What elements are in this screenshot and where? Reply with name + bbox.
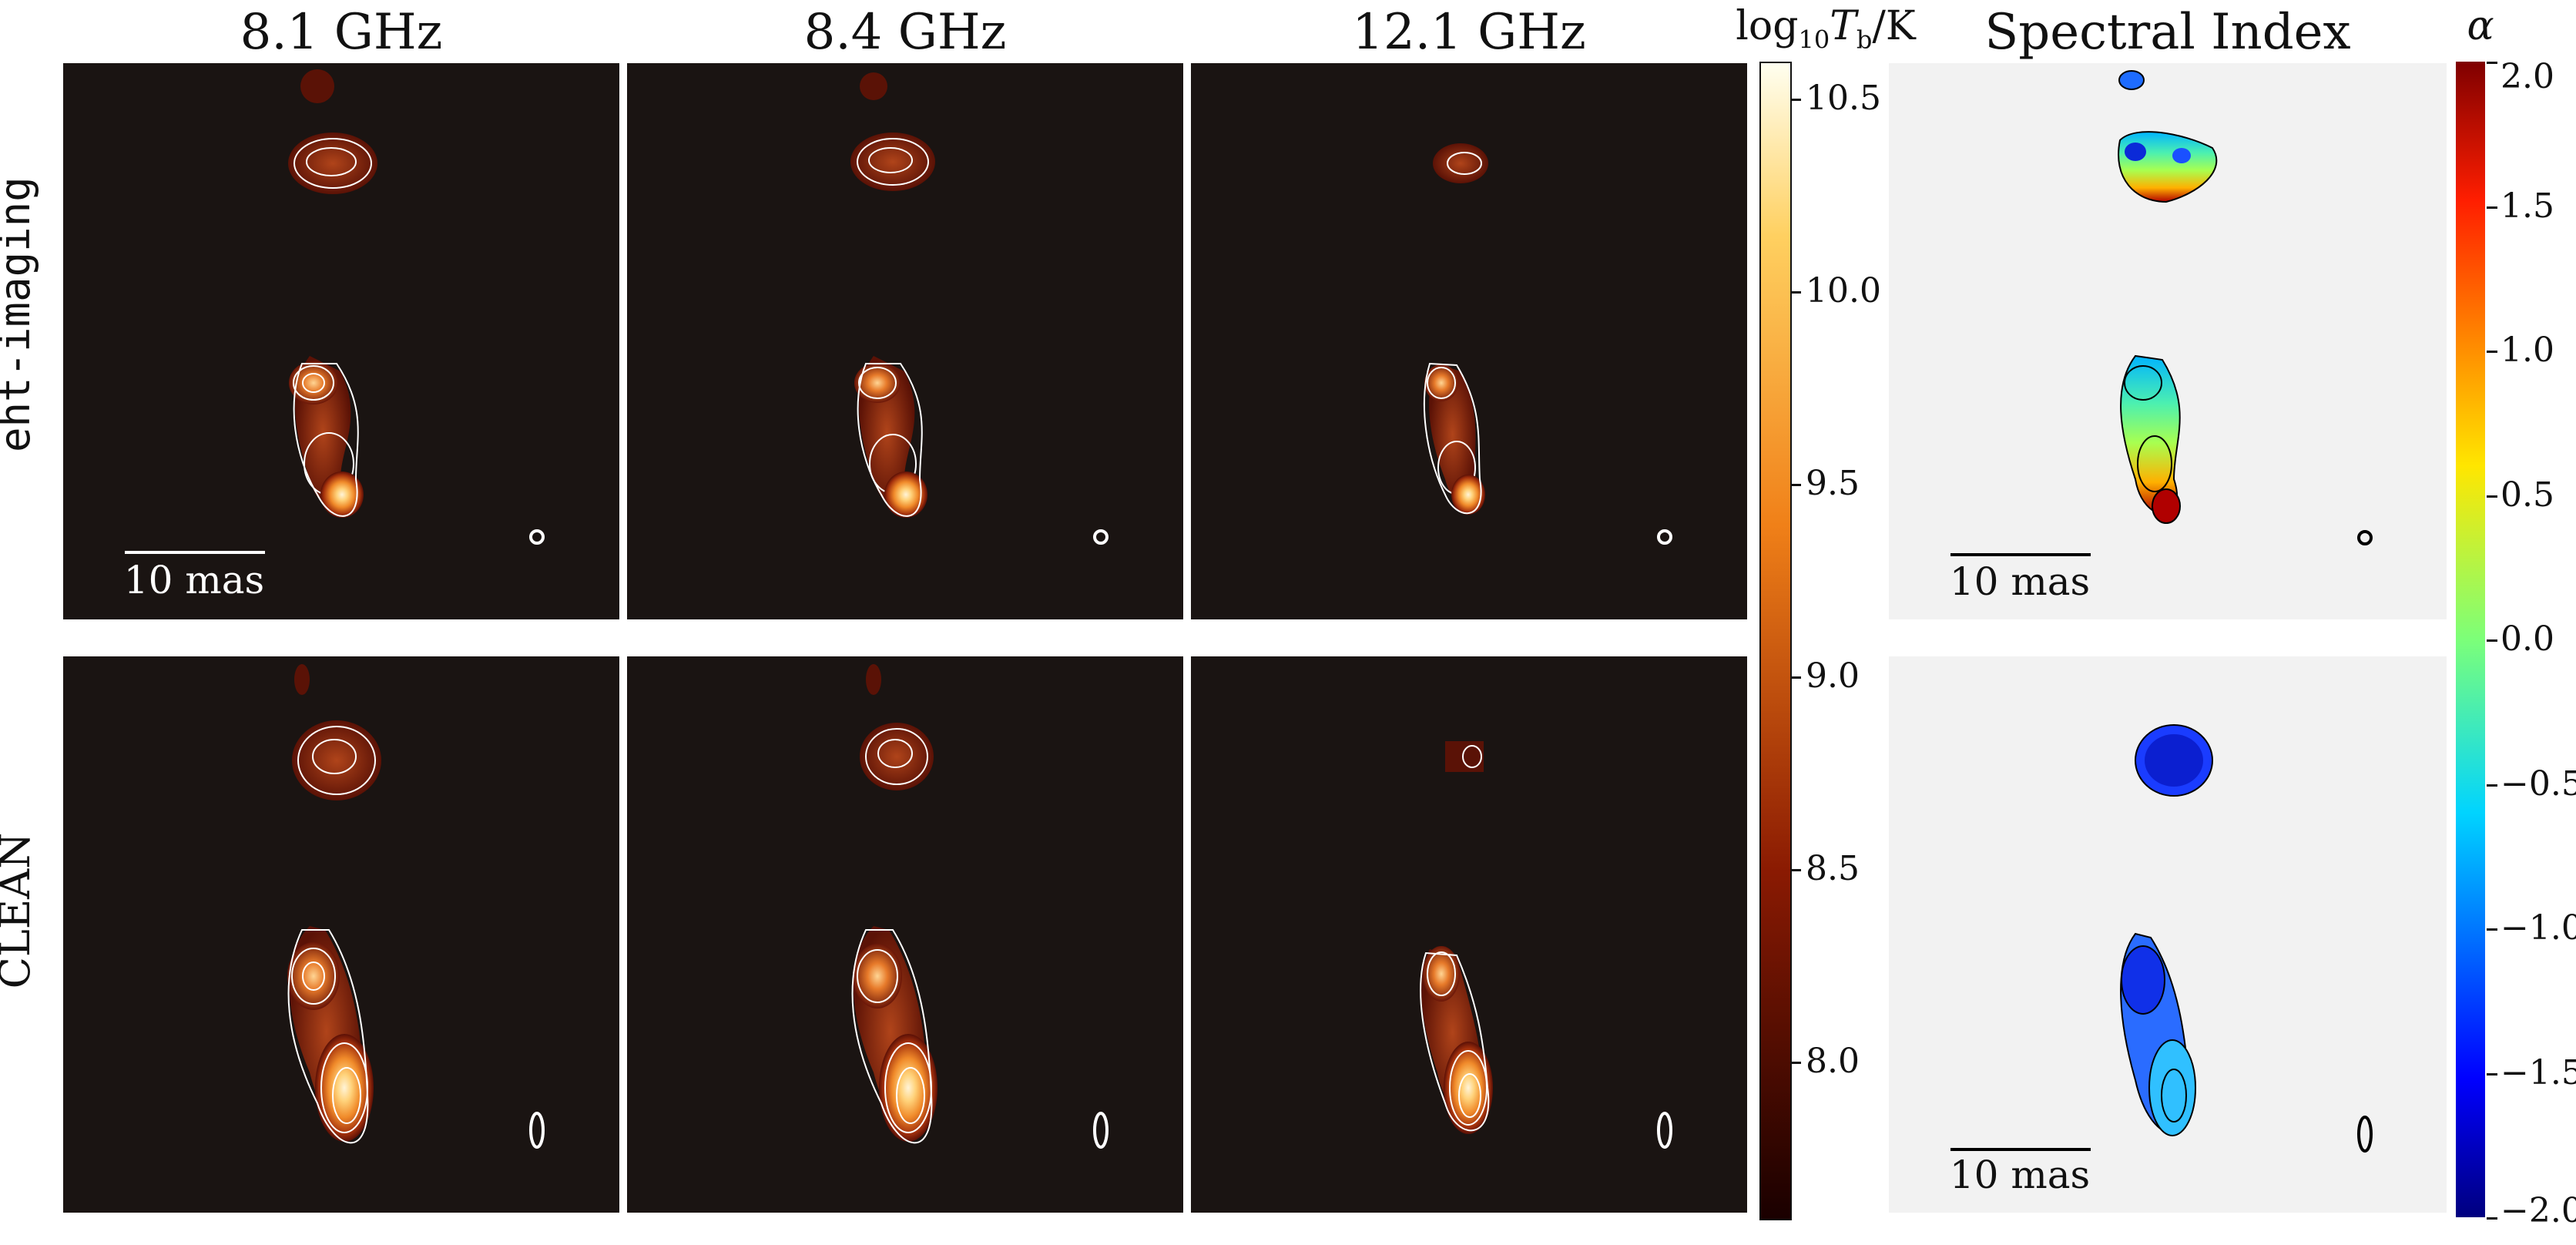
tb-tick-mark <box>1790 291 1801 294</box>
tb-colorbar <box>1759 62 1792 1220</box>
alpha-colorbar-title: α <box>2467 3 2494 49</box>
alpha-tick-label: −0.5 <box>2501 763 2576 804</box>
spectral-region <box>2118 131 2218 203</box>
alpha-tick-label: 1.5 <box>2501 186 2554 226</box>
tb-tick-mark <box>1790 484 1801 486</box>
emission-region <box>288 133 377 194</box>
alpha-tick-mark <box>2487 639 2497 642</box>
beam-marker <box>2357 530 2373 545</box>
tb-tick-label: 10.0 <box>1806 271 1881 310</box>
tb-tick-mark <box>1790 676 1801 679</box>
alpha-tick-label: 2.0 <box>2501 57 2554 96</box>
tb-colorbar-title: log10Tb/K <box>1736 3 1916 55</box>
panel-eht-8-1ghz: 10 mas <box>63 63 619 619</box>
emission-region <box>860 723 934 790</box>
core-emission <box>884 471 927 518</box>
alpha-tick-mark <box>2487 1072 2497 1076</box>
scalebar-label: 10 mas <box>1950 559 2090 604</box>
alpha-tick-label: 0.5 <box>2501 475 2554 515</box>
alpha-tick-label: −1.0 <box>2501 908 2576 948</box>
core-emission <box>1451 475 1485 515</box>
alpha-tick-mark <box>2487 928 2497 931</box>
column-title-8-1ghz: 8.1 GHz <box>240 4 443 61</box>
tb-tick-mark <box>1790 1062 1801 1064</box>
alpha-tick-mark <box>2487 1217 2497 1220</box>
alpha-tick-mark <box>2487 206 2497 209</box>
scalebar-label: 10 mas <box>124 558 264 602</box>
emission-region <box>1445 741 1484 772</box>
beam-marker <box>1657 529 1672 545</box>
alpha-tick-label: −2.0 <box>2501 1191 2576 1230</box>
core-emission <box>1444 1042 1493 1134</box>
alpha-tick-mark <box>2487 784 2497 787</box>
row-label-eht-imaging: eht-imaging <box>0 176 39 452</box>
column-title-12-1ghz: 12.1 GHz <box>1352 4 1586 61</box>
beam-marker <box>1657 1112 1672 1149</box>
emission-region <box>850 133 935 191</box>
beam-marker <box>529 529 545 545</box>
alpha-colorbar <box>2456 62 2485 1217</box>
alpha-tick-label: 0.0 <box>2501 619 2554 659</box>
panel-spectral-index-eht: 10 mas <box>1889 63 2447 619</box>
alpha-tick-mark <box>2487 62 2497 64</box>
beam-marker <box>1093 1112 1109 1149</box>
column-title-8-4ghz: 8.4 GHz <box>803 4 1007 61</box>
beam-marker <box>529 1112 545 1149</box>
core-emission <box>320 471 364 518</box>
beam-marker <box>1093 529 1109 545</box>
alpha-tick-label: −1.5 <box>2501 1052 2576 1092</box>
alpha-tick-mark <box>2487 495 2497 498</box>
tb-tick-label: 8.5 <box>1806 849 1860 888</box>
alpha-tick-label: 1.0 <box>2501 331 2554 370</box>
tb-tick-mark <box>1790 99 1801 101</box>
core-emission <box>879 1034 937 1142</box>
panel-clean-8-1ghz <box>63 656 619 1213</box>
tb-tick-mark <box>1790 869 1801 871</box>
row-label-clean: CLEAN <box>0 832 39 989</box>
scalebar-label: 10 mas <box>1950 1153 2090 1197</box>
panel-eht-12-1ghz <box>1191 63 1747 619</box>
panel-eht-8-4ghz <box>627 63 1183 619</box>
panel-spectral-index-clean: 10 mas <box>1889 656 2447 1213</box>
column-title-spectral-index: Spectral Index <box>1984 4 2351 61</box>
alpha-tick-mark <box>2487 351 2497 353</box>
tb-tick-label: 9.0 <box>1806 656 1860 696</box>
tb-tick-label: 9.5 <box>1806 464 1860 503</box>
tb-tick-label: 10.5 <box>1806 79 1881 118</box>
panel-clean-12-1ghz <box>1191 656 1747 1213</box>
core-emission <box>315 1034 374 1142</box>
tb-tick-label: 8.0 <box>1806 1042 1860 1081</box>
emission-region <box>292 720 381 800</box>
beam-marker <box>2357 1116 2373 1153</box>
panel-clean-8-4ghz <box>627 656 1183 1213</box>
emission-region <box>1433 143 1488 183</box>
